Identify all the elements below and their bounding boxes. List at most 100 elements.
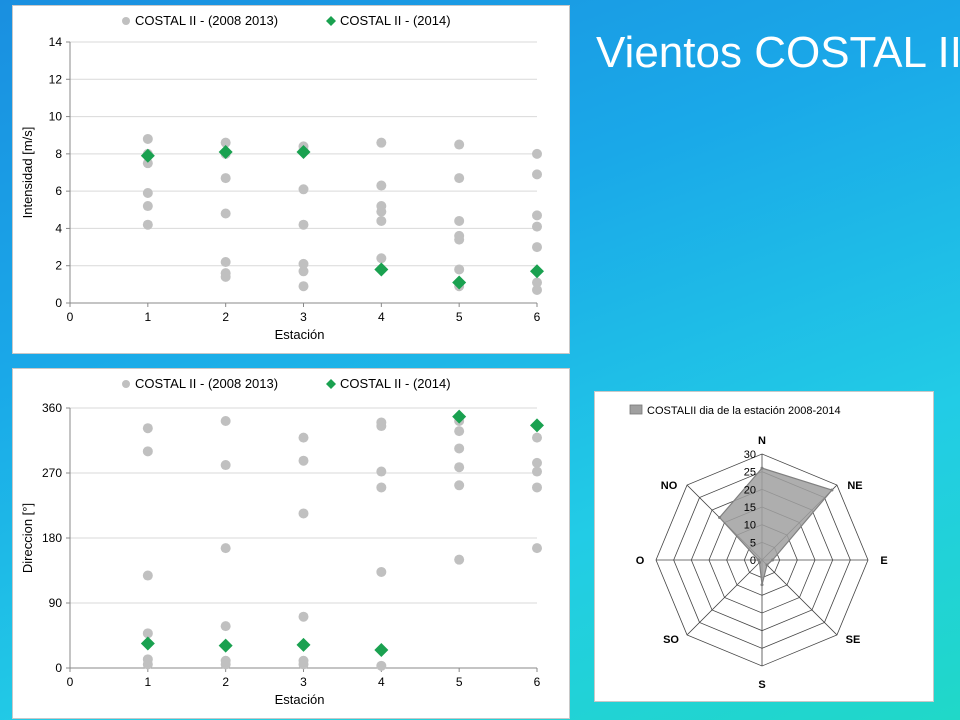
legend-label: COSTAL II - (2008 2013) <box>135 376 278 391</box>
data-point <box>454 234 465 245</box>
radar-spoke <box>686 559 763 636</box>
data-point <box>142 188 153 199</box>
radar-series-area <box>718 467 833 585</box>
data-point <box>376 253 387 264</box>
data-point <box>220 271 231 282</box>
x-tick-label: 5 <box>456 675 463 689</box>
data-point <box>452 409 467 424</box>
x-tick-label: 4 <box>378 675 385 689</box>
data-point <box>532 221 542 232</box>
data-point <box>376 215 387 226</box>
data-point <box>296 637 311 652</box>
radar-vertex <box>771 558 775 562</box>
radar-tick-label: 25 <box>744 467 756 479</box>
data-point <box>374 262 389 277</box>
data-point <box>376 566 387 577</box>
data-point <box>142 219 153 230</box>
radar-vertex <box>756 558 760 562</box>
data-point <box>454 139 465 150</box>
x-tick-label: 1 <box>144 310 151 324</box>
intensity-chart-panel: 0 2 4 6 8 10 12 14 0 1 2 3 4 5 6 Estación Intensidad [m/… <box>12 5 570 354</box>
radar-tick-label: 5 <box>750 537 756 549</box>
data-point <box>376 206 387 217</box>
y-tick-label: 0 <box>55 296 62 310</box>
legend-label: COSTALII dia de la estación 2008-2014 <box>647 405 841 417</box>
direction-chart: 0 90 180 270 360 0 1 2 3 4 5 6 Estación Direccion [°]… <box>20 376 544 707</box>
data-point <box>532 457 542 468</box>
data-point <box>454 480 465 491</box>
data-point <box>452 275 467 290</box>
data-point <box>376 482 387 493</box>
data-point <box>142 158 153 169</box>
data-point <box>220 256 231 267</box>
data-point <box>454 443 465 454</box>
data-point <box>142 659 153 670</box>
y-axis-label: Intensidad [m/s] <box>20 127 35 219</box>
radar-tick-label: 0 <box>750 555 756 567</box>
data-point <box>454 264 465 275</box>
radar-spoke <box>761 559 838 636</box>
data-point <box>220 208 231 219</box>
radar-category-label: SE <box>846 634 861 646</box>
x-tick-label: 3 <box>300 310 307 324</box>
data-point <box>532 432 542 443</box>
data-point <box>220 137 231 148</box>
data-point <box>532 169 542 180</box>
y-tick-label: 14 <box>49 35 63 49</box>
y-tick-label: 8 <box>55 147 62 161</box>
radar-vertex <box>830 488 834 492</box>
data-point <box>298 611 309 622</box>
data-point <box>142 446 153 457</box>
data-point <box>454 554 465 565</box>
data-point <box>532 284 542 295</box>
data-point <box>142 628 153 639</box>
data-point <box>298 219 309 230</box>
data-point <box>296 144 311 159</box>
data-point <box>376 421 387 432</box>
data-point <box>376 660 387 671</box>
wind-rose-chart: COSTALII dia de la estación 2008-2014 0 5 1… <box>629 404 888 691</box>
data-point <box>218 144 233 159</box>
data-point <box>532 210 542 221</box>
data-point <box>220 460 231 471</box>
y-tick-label: 12 <box>49 72 63 86</box>
legend-marker-diamond <box>326 16 336 26</box>
data-point <box>532 466 542 477</box>
data-point <box>140 148 155 163</box>
data-point <box>454 462 465 473</box>
data-point <box>220 621 231 632</box>
data-point <box>298 432 309 443</box>
y-tick-label: 10 <box>49 110 63 124</box>
data-point <box>142 570 153 581</box>
legend-label: COSTAL II - (2014) <box>340 13 451 28</box>
radar-vertex <box>760 466 764 470</box>
data-point <box>298 508 309 519</box>
radar-tick-label: 30 <box>744 449 756 461</box>
x-tick-label: 6 <box>534 675 541 689</box>
radar-category-label: O <box>636 555 645 567</box>
legend-marker-diamond <box>326 379 336 389</box>
radar-vertex <box>718 516 722 520</box>
x-tick-label: 2 <box>222 310 229 324</box>
radar-vertex <box>758 560 762 564</box>
y-tick-label: 270 <box>42 466 62 480</box>
data-point <box>374 642 389 657</box>
y-tick-label: 2 <box>55 259 62 273</box>
y-tick-label: 360 <box>42 401 62 415</box>
wind-rose-chart-panel: COSTALII dia de la estación 2008-2014 0 5 1… <box>594 391 934 702</box>
legend-label: COSTAL II - (2014) <box>340 376 451 391</box>
x-tick-label: 5 <box>456 310 463 324</box>
data-point <box>220 416 231 426</box>
x-axis-label: Estación <box>275 327 325 342</box>
data-point <box>376 466 387 477</box>
data-point <box>376 180 387 191</box>
data-point <box>298 184 309 195</box>
data-point <box>532 543 542 554</box>
legend-swatch <box>629 404 643 415</box>
y-tick-label: 0 <box>55 661 62 675</box>
y-axis-label: Direccion [°] <box>20 503 35 573</box>
radar-category-label: NO <box>661 480 678 492</box>
radar-category-label: E <box>880 555 887 567</box>
y-tick-label: 4 <box>55 221 62 235</box>
